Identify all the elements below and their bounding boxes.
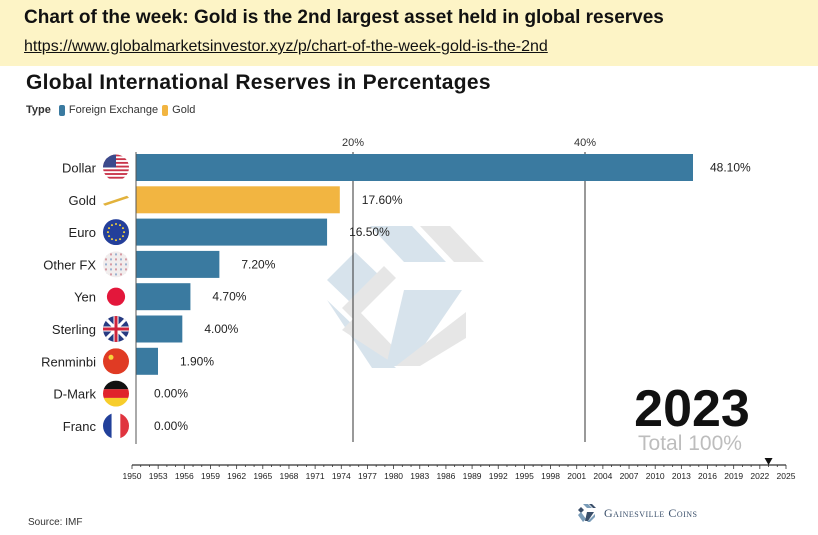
category-axis: Dollar Gold Euro Other FX Yen Sterling Renminb…	[41, 152, 137, 444]
timeline-tick-label: 1983	[410, 471, 429, 481]
category-label: Other FX	[43, 257, 96, 272]
timeline-tick-label: 1992	[489, 471, 508, 481]
category-label: Franc	[63, 419, 97, 434]
value-label: 7.20%	[241, 257, 275, 271]
timeline-tick-label: 2019	[724, 471, 743, 481]
legend-swatch-foreign-exchange	[58, 104, 65, 116]
bar-euro	[136, 218, 328, 246]
timeline-tick-label: 1977	[358, 471, 377, 481]
category-label: Sterling	[52, 322, 96, 337]
article-link[interactable]: https://www.globalmarketsinvestor.xyz/p/…	[24, 38, 548, 55]
timeline-axis: 1950 1953 1956 1959 1962 1965 1968 1971 1974 1977…	[123, 458, 796, 481]
bar-dollar	[136, 154, 693, 181]
category-label: Yen	[74, 290, 96, 305]
france-flag-icon	[103, 412, 129, 439]
timeline-tick-label: 1965	[253, 471, 272, 481]
legend-label: Foreign Exchange	[68, 104, 159, 116]
chart-title: Global International Reserves in Percent…	[26, 71, 491, 94]
bar-yen	[136, 283, 191, 311]
legend-label: Gold	[172, 104, 196, 116]
other-fx-icon	[103, 251, 129, 278]
timeline-tick-label: 2001	[567, 471, 586, 481]
year-label: 2023	[634, 380, 750, 438]
bar-renminbi	[136, 347, 159, 375]
value-label: 16.50%	[349, 225, 390, 239]
legend: Type Foreign Exchange Gold	[26, 104, 199, 116]
value-label: 48.10%	[710, 161, 751, 175]
gridlines: 20% 40%	[342, 137, 596, 442]
timeline-tick-label: 1950	[123, 471, 142, 481]
value-label: 0.00%	[154, 387, 188, 401]
category-label: Renminbi	[41, 354, 96, 369]
timeline-tick-label: 2013	[672, 471, 691, 481]
timeline-tick-label: 1971	[306, 471, 325, 481]
timeline-tick-label: 2007	[620, 471, 639, 481]
japan-flag-icon	[106, 287, 126, 306]
category-label: D-Mark	[53, 387, 96, 402]
bars: 48.10% 17.60% 16.50% 7.20% 4.70% 4.00% 1.90% 0.…	[136, 154, 751, 433]
banner-title: Chart of the week: Gold is the 2nd large…	[24, 7, 664, 28]
value-label: 0.00%	[154, 419, 188, 433]
value-label: 17.60%	[362, 193, 403, 207]
timeline-tick-label: 1953	[149, 471, 168, 481]
brand-logo: Gainesville Coins	[578, 503, 698, 523]
category-label: Gold	[69, 193, 96, 208]
timeline-tick-label: 1986	[436, 471, 455, 481]
us-flag-icon	[103, 154, 129, 179]
gainesville-coins-logo-icon	[578, 504, 596, 522]
value-label: 4.70%	[212, 290, 246, 304]
timeline-tick-label: 1959	[201, 471, 220, 481]
bar-other-fx	[136, 250, 220, 278]
eu-flag-icon	[103, 219, 129, 246]
category-label: Dollar	[62, 161, 97, 176]
bar-gold	[136, 186, 340, 214]
timeline-tick-label: 2004	[593, 471, 612, 481]
value-label: 4.00%	[204, 322, 238, 336]
timeline-tick-label: 1995	[515, 471, 534, 481]
timeline-tick-label: 2025	[777, 471, 796, 481]
timeline-tick-label: 2016	[698, 471, 717, 481]
timeline-tick-label: 1962	[227, 471, 246, 481]
gold-bar-icon	[103, 195, 129, 206]
legend-item-gold: Gold	[162, 104, 195, 116]
legend-item-foreign-exchange: Foreign Exchange	[58, 104, 159, 116]
timeline-marker-icon[interactable]	[764, 458, 773, 465]
header-banner: Chart of the week: Gold is the 2nd large…	[0, 0, 818, 66]
timeline-tick-label: 2010	[646, 471, 665, 481]
bar-sterling	[136, 315, 183, 343]
value-label: 1.90%	[180, 354, 214, 368]
legend-title: Type	[26, 104, 51, 116]
germany-flag-icon	[103, 380, 129, 407]
china-flag-icon	[103, 348, 129, 375]
category-label: Euro	[69, 225, 96, 240]
timeline-tick-label: 1989	[463, 471, 482, 481]
timeline-tick-label: 1980	[384, 471, 403, 481]
timeline-tick-label: 2022	[750, 471, 769, 481]
watermark-logo-icon	[327, 226, 484, 368]
timeline-tick-label: 1968	[279, 471, 298, 481]
total-label: Total 100%	[638, 432, 742, 455]
timeline-tick-label: 1974	[332, 471, 351, 481]
legend-swatch-gold	[162, 104, 169, 116]
gridline-label: 20%	[342, 137, 364, 149]
brand-name: Gainesville Coins	[604, 505, 698, 520]
uk-flag-icon	[103, 316, 129, 342]
gridline-label: 40%	[574, 137, 596, 149]
timeline-tick-label: 1956	[175, 471, 194, 481]
source-note: Source: IMF	[28, 517, 83, 528]
timeline-tick-label: 1998	[541, 471, 560, 481]
